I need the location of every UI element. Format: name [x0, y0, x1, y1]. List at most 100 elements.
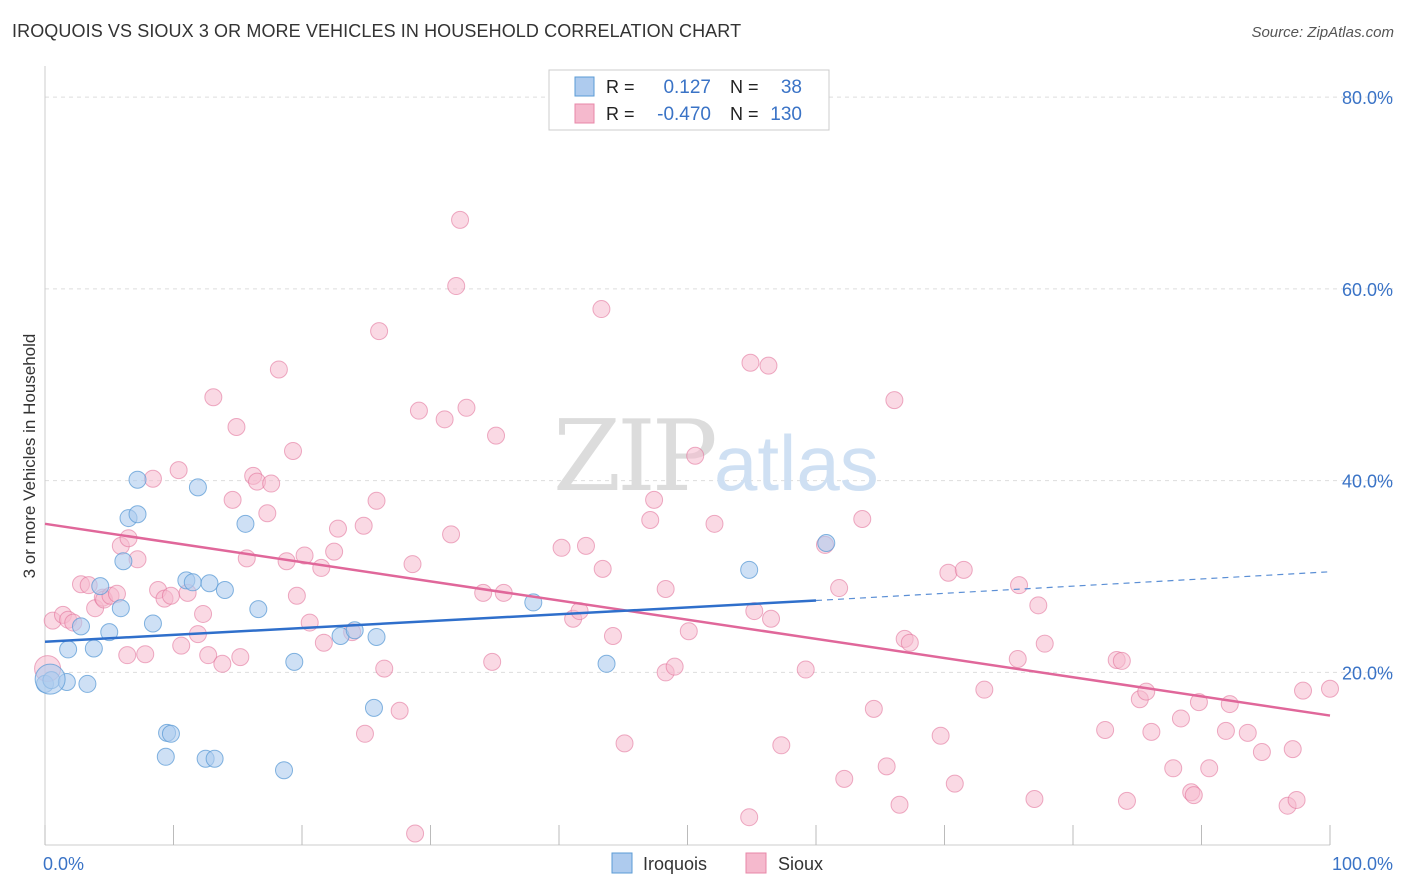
- sioux-point: [796, 660, 815, 679]
- iroquois-points: [34, 470, 836, 780]
- sioux-point: [409, 401, 428, 420]
- iroquois-point: [275, 761, 294, 780]
- iroquois-point: [188, 478, 207, 497]
- sioux-point: [772, 736, 791, 755]
- sioux-point: [269, 360, 288, 379]
- watermark: ZIP atlas: [553, 400, 879, 514]
- x-tick-labels: 0.0% 100.0%: [43, 854, 1393, 874]
- iroquois-point: [114, 552, 133, 571]
- sioux-point: [890, 795, 909, 814]
- sioux-point: [1117, 791, 1136, 810]
- sioux-point: [1200, 759, 1219, 778]
- sioux-point: [474, 583, 493, 602]
- sioux-point: [975, 680, 994, 699]
- sioux-point: [741, 353, 760, 372]
- sioux-point: [1321, 679, 1339, 698]
- sioux-point: [954, 560, 973, 579]
- sioux-point: [1216, 721, 1235, 740]
- sioux-point: [641, 510, 660, 529]
- sioux-point: [1164, 759, 1183, 778]
- sioux-point: [1252, 743, 1271, 762]
- legend-n-label-sioux: N =: [730, 104, 759, 124]
- sioux-point: [204, 388, 223, 407]
- iroquois-point: [205, 749, 224, 768]
- sioux-point: [1029, 596, 1048, 615]
- sioux-point: [136, 645, 155, 664]
- sioux-point: [759, 356, 778, 375]
- bottom-legend-label-sioux: Sioux: [778, 854, 823, 874]
- sioux-point: [1184, 786, 1203, 805]
- sioux-point: [367, 491, 386, 510]
- sioux-point: [118, 646, 137, 665]
- sioux-point: [262, 474, 281, 493]
- sioux-point: [900, 633, 919, 652]
- sioux-point: [223, 490, 242, 509]
- sioux-point: [603, 626, 622, 645]
- iroquois-point: [740, 560, 759, 579]
- sioux-point: [161, 586, 180, 605]
- iroquois-point: [84, 639, 103, 658]
- sioux-point: [1035, 634, 1054, 653]
- bottom-legend-swatch-iroquois: [611, 852, 633, 874]
- iroquois-point: [249, 600, 268, 619]
- bottom-legend-swatch-sioux: [745, 852, 767, 874]
- watermark-atlas: atlas: [714, 419, 879, 507]
- iroquois-point: [817, 533, 836, 552]
- y-tick-label: 40.0%: [1342, 472, 1393, 492]
- iroquois-point: [78, 674, 97, 693]
- legend-n-value-iroquois: 38: [781, 77, 802, 98]
- iroquois-point: [111, 599, 130, 618]
- sioux-point: [830, 579, 849, 598]
- sioux-point: [295, 546, 314, 565]
- sioux-point: [442, 525, 461, 544]
- sioux-point: [745, 602, 764, 621]
- iroquois-point: [143, 614, 162, 633]
- sioux-point: [853, 510, 872, 529]
- sioux-point: [406, 824, 425, 843]
- sioux-point: [194, 604, 213, 623]
- axes: [44, 66, 1331, 846]
- iroquois-point: [34, 663, 66, 695]
- iroquois-point: [100, 623, 119, 642]
- sioux-point: [354, 516, 373, 535]
- sioux-point: [1137, 682, 1156, 701]
- source-label: Source: ZipAtlas.com: [1251, 24, 1394, 41]
- sioux-point: [656, 580, 675, 599]
- x-tick-label: 0.0%: [43, 854, 84, 874]
- sioux-point: [312, 558, 331, 577]
- grid-lines: [45, 96, 1394, 673]
- sioux-point: [931, 726, 950, 745]
- iroquois-trend-extension: [815, 571, 1331, 602]
- iroquois-point: [59, 640, 78, 659]
- sioux-point: [370, 322, 389, 341]
- y-tick-label: 20.0%: [1342, 663, 1393, 683]
- sioux-point: [390, 701, 409, 720]
- legend-r-value-sioux: -0.470: [657, 104, 711, 125]
- legend-n-label-iroquois: N =: [730, 77, 759, 97]
- sioux-point: [284, 441, 303, 460]
- iroquois-point: [161, 724, 180, 743]
- iroquois-trend-line: [44, 599, 817, 643]
- sioux-point: [403, 555, 422, 574]
- iroquois-point: [200, 574, 219, 593]
- sioux-point: [1238, 723, 1257, 742]
- sioux-point: [199, 646, 218, 665]
- sioux-point: [1096, 720, 1115, 739]
- legend-r-value-iroquois: 0.127: [663, 77, 711, 98]
- sioux-point: [885, 391, 904, 410]
- sioux-point: [231, 648, 250, 667]
- sioux-point: [1010, 576, 1029, 595]
- sioux-point: [375, 659, 394, 678]
- x-tick-label: 100.0%: [1332, 854, 1393, 874]
- sioux-point: [665, 657, 684, 676]
- sioux-point: [328, 519, 347, 538]
- sioux-point: [143, 469, 162, 488]
- y-tick-labels: 20.0% 40.0% 60.0% 80.0%: [1342, 88, 1393, 683]
- trend-lines: [44, 522, 1331, 717]
- sioux-point: [835, 769, 854, 788]
- sioux-point: [1294, 681, 1313, 700]
- sioux-point: [576, 536, 595, 555]
- sioux-point: [355, 724, 374, 743]
- sioux-point: [939, 563, 958, 582]
- iroquois-point: [285, 652, 304, 671]
